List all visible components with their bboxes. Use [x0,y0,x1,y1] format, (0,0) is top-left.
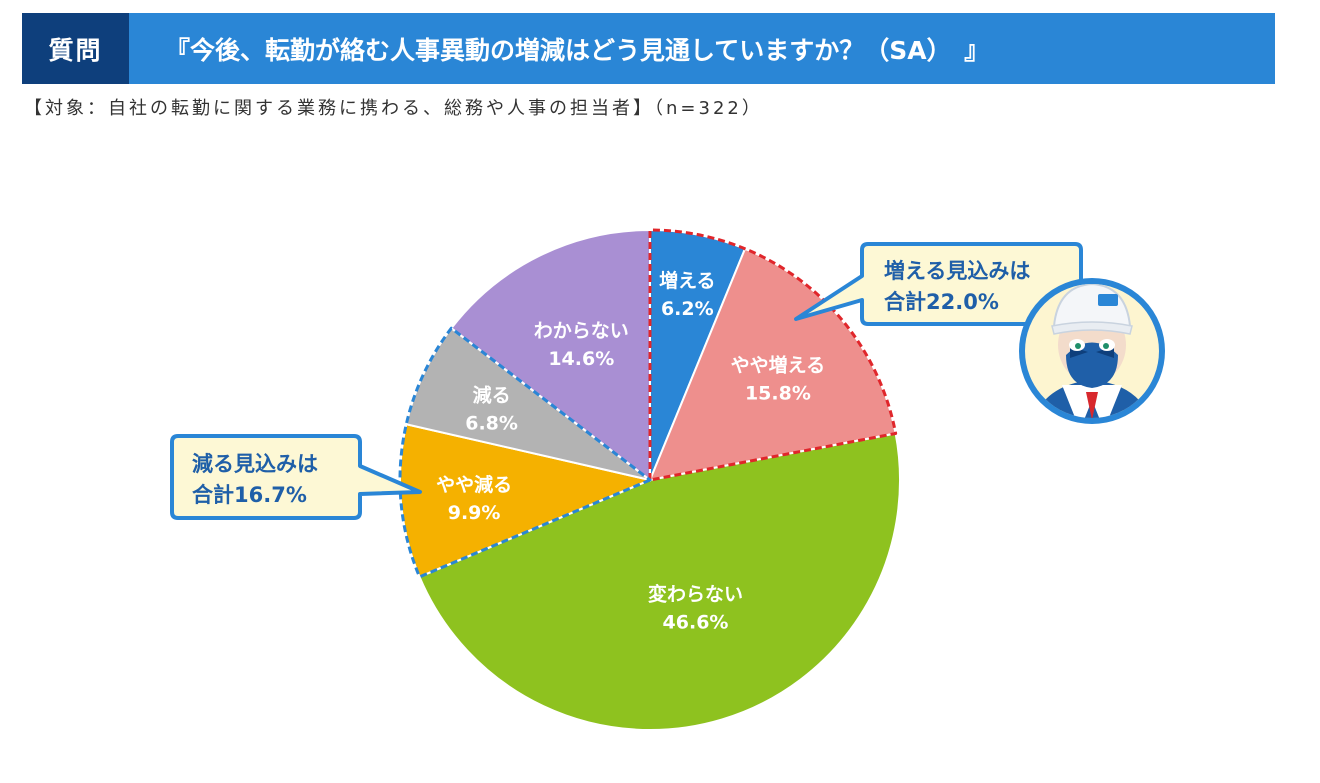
increase-callout: 増える見込みは 合計22.0% [794,242,1083,326]
slice-value-label: 46.6% [663,612,729,634]
increase-callout-line2: 合計22.0% [884,290,999,314]
slice-category-label: やや減る [436,473,512,496]
pie-slices [399,228,901,731]
group-outline-1 [648,228,898,482]
pie-slice-3 [418,432,901,731]
slice-value-label: 15.8% [745,383,811,405]
slice-labels: 増える 6.2% やや増える 15.8% 変わらない 46.6% やや減る 9.9% 減る 6.8… [436,269,825,633]
slice-category-label: 減る [473,384,511,407]
increase-callout-line1: 増える見込みは [884,259,1030,283]
decrease-callout-box [170,434,422,520]
slice-value-label: 9.9% [448,502,501,524]
decrease-callout-line1: 減る見込みは [192,452,318,476]
slice-value-label: 6.8% [465,413,518,435]
question-title: 『今後、転勤が絡む人事異動の増減はどう見通していますか？（SA） 』 [165,35,990,65]
question-tag: 質問 [22,13,129,84]
group-outlines [398,228,898,579]
decrease-callout-line2: 合計16.7% [192,483,307,507]
slice-value-label: 6.2% [661,298,714,320]
decrease-callout: 減る見込みは 合計16.7% [170,434,422,520]
slice-category-label: わからない [534,320,629,342]
pie-slice-6 [449,228,651,483]
increase-callout-box [794,242,1083,326]
slice-category-label: 増える [659,269,715,292]
group-outline-2 [398,326,652,579]
pie-slice-2 [648,247,897,482]
target-subtitle: 【対象：自社の転勤に関する業務に携わる、総務や人事の担当者】（n=322） [24,98,763,119]
header-bar: 質問 『今後、転勤が絡む人事異動の増減はどう見通していますか？（SA） 』 [22,13,1275,84]
slice-category-label: 変わらない [648,583,743,606]
slice-value-label: 14.6% [548,348,614,370]
mascot-character-icon [1019,278,1165,424]
slice-category-label: やや増える [731,354,825,377]
